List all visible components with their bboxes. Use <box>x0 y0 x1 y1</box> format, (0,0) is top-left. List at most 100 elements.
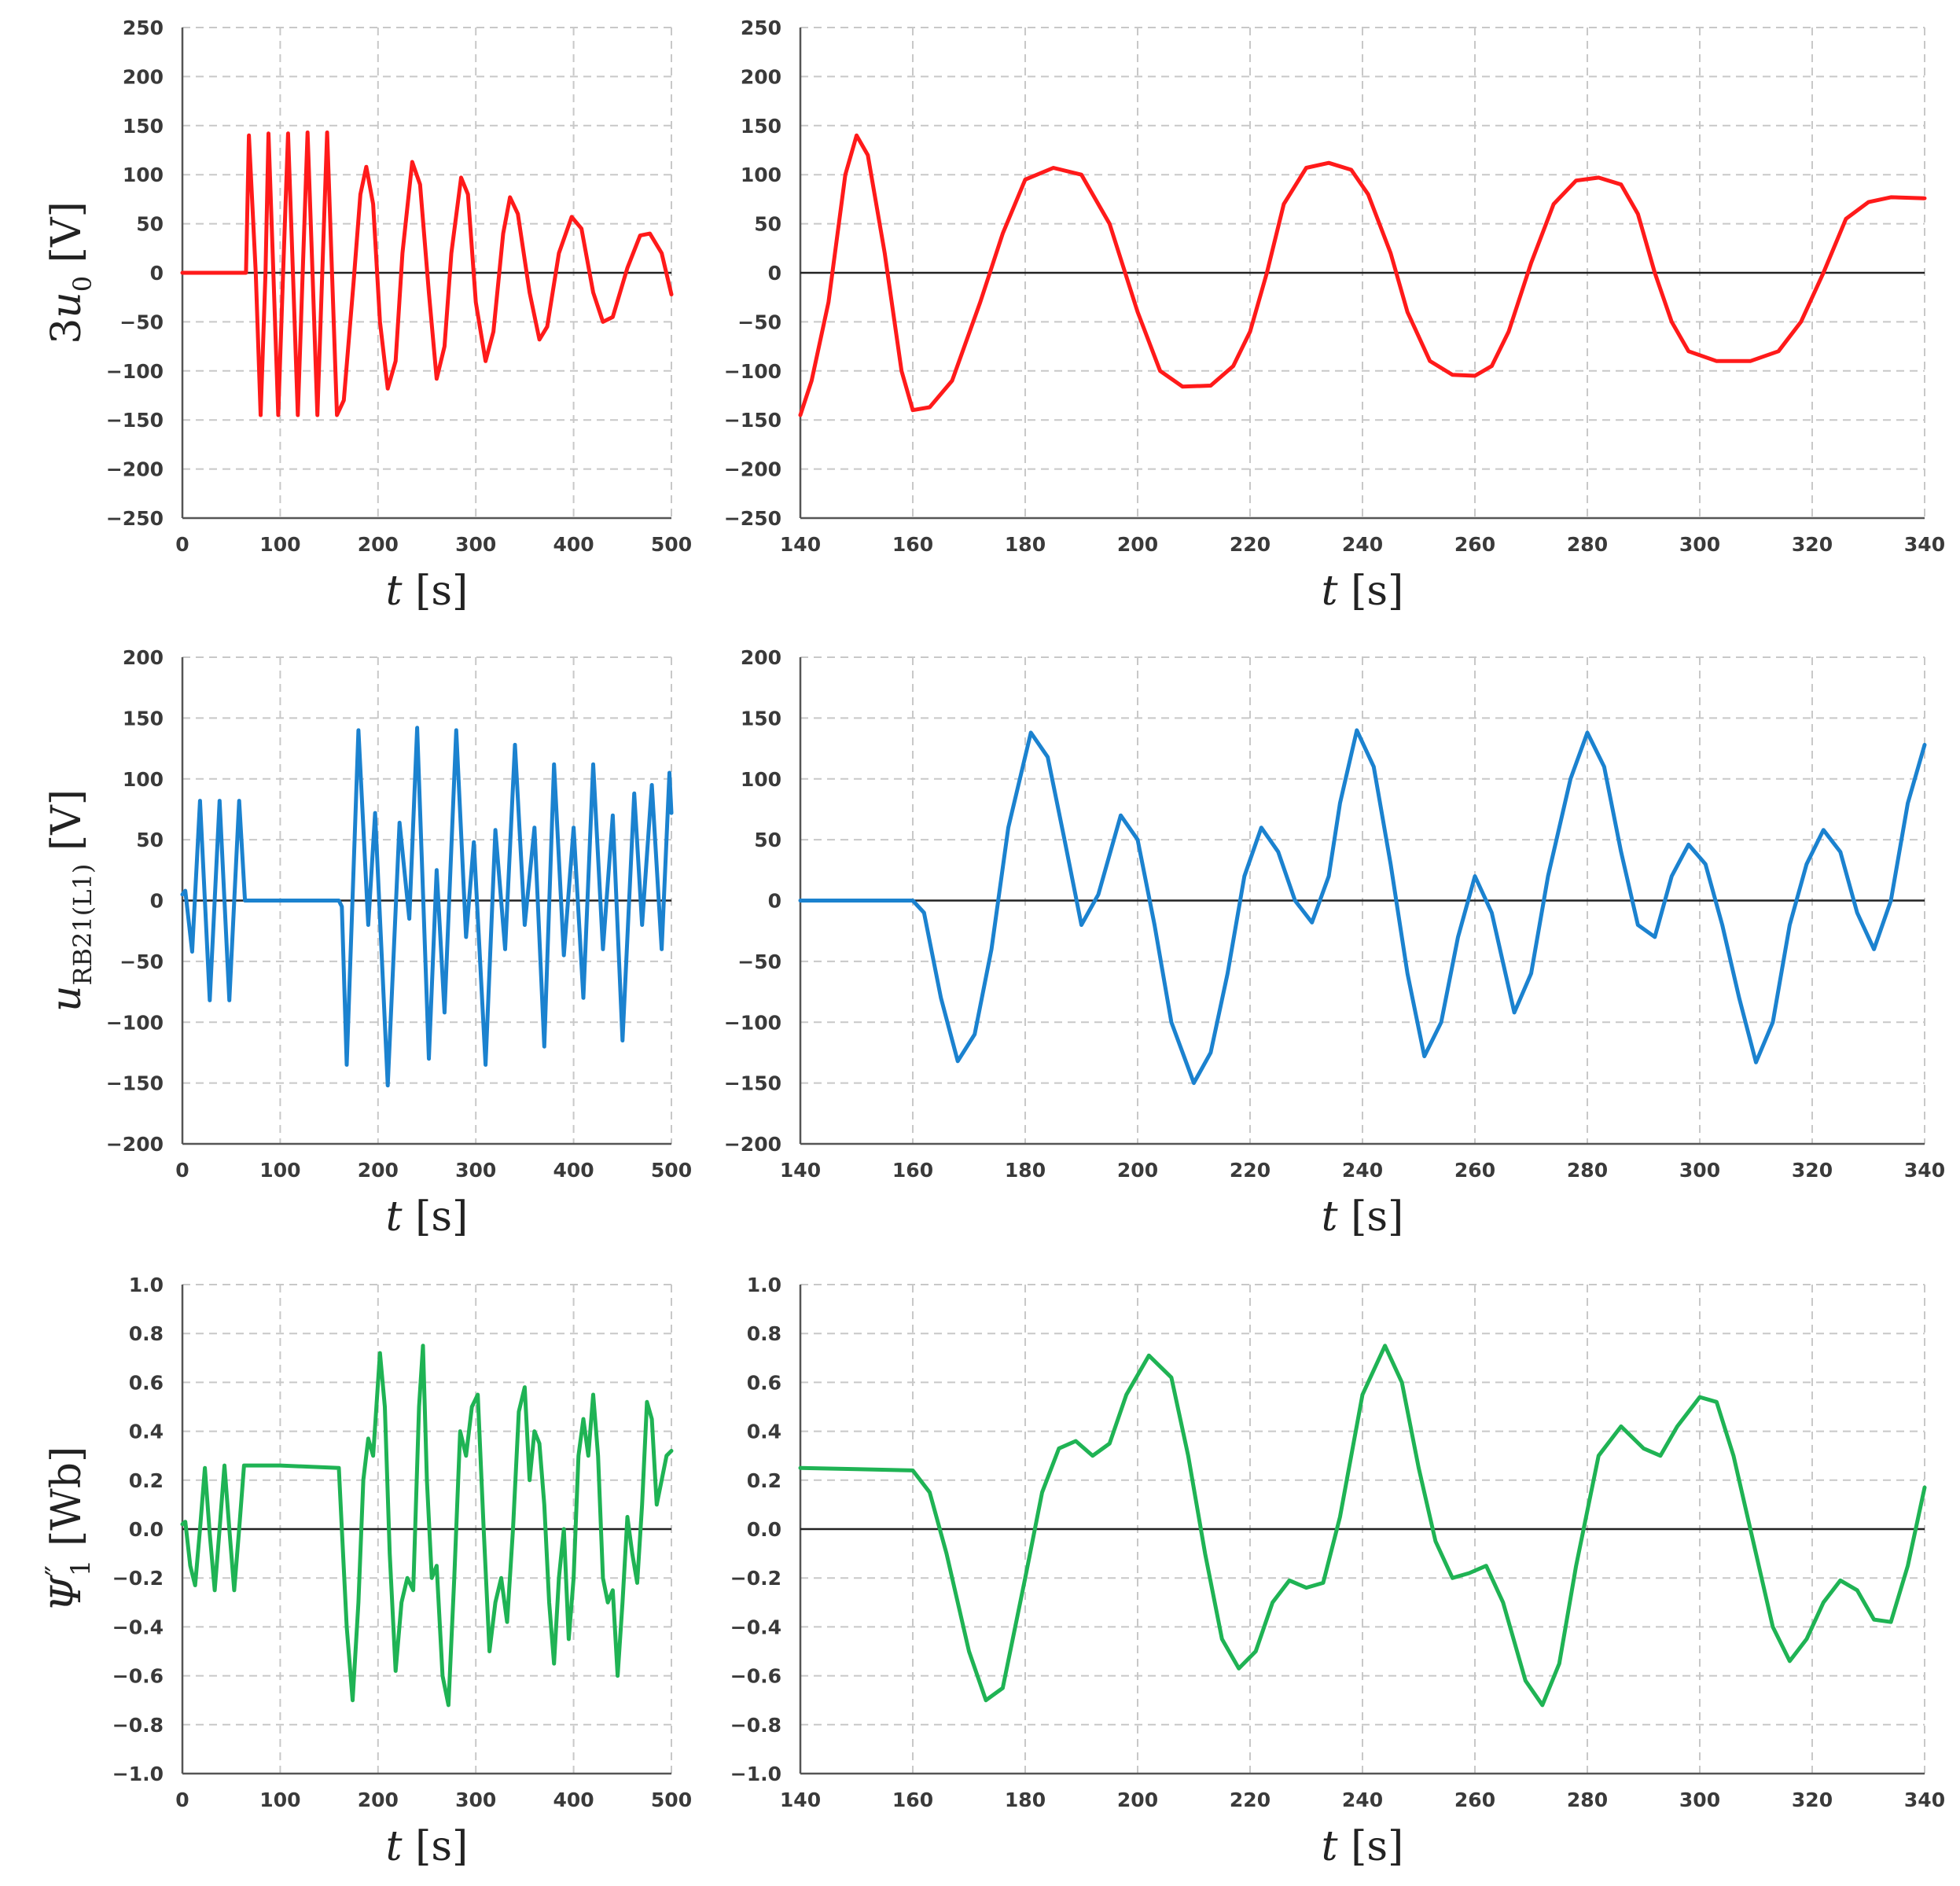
x-tick-label: 260 <box>1454 533 1495 556</box>
x-axis-title-unit: [s] <box>1338 1193 1404 1241</box>
series-line <box>180 131 674 417</box>
y-tick-label: 0.4 <box>129 1421 164 1443</box>
y-tick-label: −200 <box>724 458 781 481</box>
y-tick-label: 0.8 <box>747 1322 781 1345</box>
y-axis-title: uRB21(L1) [V] <box>43 789 97 1012</box>
y-tick-label: −250 <box>106 507 164 530</box>
x-axis-title: t [s] <box>386 1193 469 1241</box>
y-tick-label: −50 <box>737 950 781 973</box>
x-tick-label: 260 <box>1454 1159 1495 1182</box>
x-axis-title-var: t <box>386 1193 403 1241</box>
y-tick-label: 0 <box>150 890 164 913</box>
x-tick-label: 140 <box>780 1159 821 1182</box>
y-axis-title-unit: [V] <box>43 201 90 276</box>
x-tick-label: 200 <box>358 1789 399 1811</box>
chart-panel-p2: 140 160 180 200 220 240 260 280 300 320 340 −250 −20… <box>724 17 1945 615</box>
y-tick-label: −0.8 <box>112 1714 164 1737</box>
x-tick-label: 340 <box>1904 1789 1945 1811</box>
x-tick-label: 300 <box>1679 1159 1720 1182</box>
x-tick-label: 220 <box>1230 533 1271 556</box>
x-tick-label: 160 <box>892 533 933 556</box>
x-tick-label: 240 <box>1342 1789 1383 1811</box>
x-tick-label: 300 <box>1679 533 1720 556</box>
x-axis-title-unit: [s] <box>1338 1823 1404 1870</box>
y-tick-label: −150 <box>724 1072 781 1095</box>
x-tick-label: 160 <box>892 1789 933 1811</box>
x-tick-label: 240 <box>1342 533 1383 556</box>
y-axis-title-var: u <box>43 986 90 1013</box>
x-axis-title: t [s] <box>1322 1823 1404 1870</box>
x-tick-label: 340 <box>1904 1159 1945 1182</box>
x-axis-title-var: t <box>1322 1823 1338 1870</box>
y-tick-label: 0 <box>150 262 164 285</box>
x-tick-label: 100 <box>259 1789 300 1811</box>
series-line <box>798 728 1927 1086</box>
x-tick-label: 280 <box>1567 1789 1608 1811</box>
y-tick-label: −200 <box>724 1133 781 1156</box>
x-tick-label: 200 <box>1117 533 1158 556</box>
x-tick-label: 400 <box>553 1159 594 1182</box>
y-tick-label: 200 <box>741 646 781 669</box>
series-line <box>798 1344 1927 1708</box>
series-line <box>180 1344 674 1708</box>
x-tick-label: 240 <box>1342 1159 1383 1182</box>
x-tick-label: 180 <box>1005 1789 1046 1811</box>
y-tick-label: 0 <box>768 890 781 913</box>
y-axis-title-unit: [V] <box>43 789 90 864</box>
y-tick-label: −0.6 <box>730 1665 781 1688</box>
x-tick-label: 220 <box>1230 1159 1271 1182</box>
x-axis-title-unit: [s] <box>403 1193 469 1241</box>
x-tick-label: 280 <box>1567 1159 1608 1182</box>
y-tick-label: −150 <box>106 409 164 432</box>
x-axis-title: t [s] <box>386 1823 469 1870</box>
x-tick-label: 300 <box>455 533 496 556</box>
y-tick-label: −0.4 <box>730 1616 781 1638</box>
x-axis-title-var: t <box>1322 1193 1338 1241</box>
x-tick-label: 140 <box>780 1789 821 1811</box>
y-tick-label: −1.0 <box>112 1763 164 1785</box>
x-tick-label: 280 <box>1567 533 1608 556</box>
series-line <box>180 726 674 1088</box>
x-axis-title-unit: [s] <box>403 568 469 615</box>
x-tick-label: 0 <box>175 533 189 556</box>
x-tick-label: 500 <box>651 1159 692 1182</box>
y-axis-title-sup: ″ <box>41 1565 73 1575</box>
x-tick-label: 200 <box>1117 1159 1158 1182</box>
y-tick-label: 0.2 <box>129 1469 164 1492</box>
x-tick-label: 100 <box>259 1159 300 1182</box>
y-tick-label: 200 <box>123 65 164 88</box>
y-axis-title: Ψ″1 [Wb] <box>41 1447 97 1612</box>
y-tick-label: −100 <box>106 360 164 383</box>
y-tick-label: −50 <box>120 311 164 333</box>
chart-panel-p3: 0 100 200 300 400 500 −200 −150 −100 −50 0 50 100 150… <box>43 646 692 1241</box>
y-tick-label: −100 <box>724 360 781 383</box>
y-tick-label: −150 <box>724 409 781 432</box>
y-tick-label: −100 <box>106 1011 164 1034</box>
y-tick-label: 0 <box>768 262 781 285</box>
x-axis-title: t [s] <box>1322 1193 1404 1241</box>
y-axis-title-sub: RB21(L1) <box>68 864 97 986</box>
x-tick-label: 300 <box>455 1159 496 1182</box>
y-tick-label: −0.2 <box>112 1567 164 1590</box>
chart-panel-p1: 0 100 200 300 400 500 −250 −200 −150 −100 −50 0 50 10… <box>43 17 692 615</box>
x-axis-title-unit: [s] <box>1338 568 1404 615</box>
y-tick-label: −50 <box>120 950 164 973</box>
y-tick-label: 1.0 <box>747 1274 781 1296</box>
y-axis-title-var: u <box>43 292 90 318</box>
x-tick-label: 200 <box>358 533 399 556</box>
x-tick-label: 220 <box>1230 1789 1271 1811</box>
x-axis-title: t [s] <box>1322 568 1404 615</box>
y-tick-label: 150 <box>741 707 781 730</box>
y-axis-title-unit: [Wb] <box>43 1447 90 1560</box>
x-tick-label: 500 <box>651 533 692 556</box>
y-tick-label: 150 <box>123 115 164 138</box>
y-tick-label: 0.6 <box>747 1371 781 1394</box>
chart-panel-p6: 140 160 180 200 220 240 260 280 300 320 340 −1.0 −0.… <box>730 1274 1945 1870</box>
chart-panel-p4: 140 160 180 200 220 240 260 280 300 320 340 −200 −15… <box>724 646 1945 1241</box>
y-tick-label: 250 <box>123 17 164 39</box>
y-tick-label: 200 <box>741 65 781 88</box>
y-tick-label: 100 <box>741 164 781 186</box>
x-axis-title: t [s] <box>386 568 469 615</box>
chart-panel-p5: 0 100 200 300 400 500 −1.0 −0.8 −0.6 −0.4 −0.2 0.0 0… <box>41 1274 692 1870</box>
